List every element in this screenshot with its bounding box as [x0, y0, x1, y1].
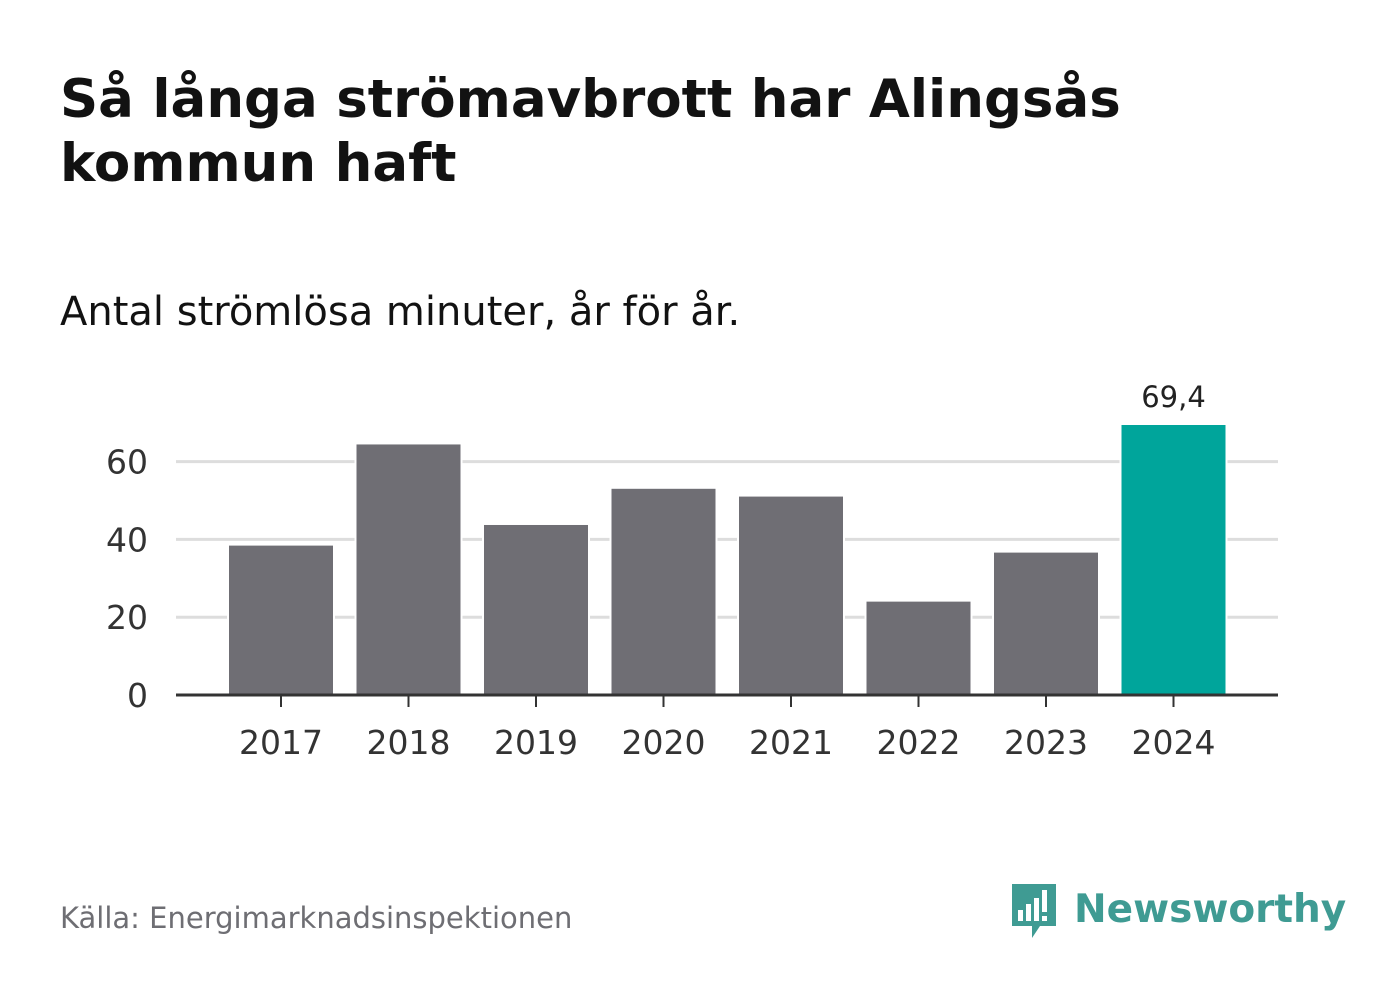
bar-2017 [227, 543, 335, 697]
chart-subtitle: Antal strömlösa minuter, år för år. [60, 289, 741, 335]
x-tick-label-2019: 2019 [494, 723, 578, 762]
x-tick-label-2020: 2020 [622, 723, 706, 762]
bar-2022 [864, 599, 973, 697]
bar-2019 [482, 522, 590, 697]
y-tick-label-60: 60 [106, 443, 148, 482]
x-tick-label-2024: 2024 [1132, 723, 1216, 762]
chart-title: Så långa strömavbrott har Alingsås kommu… [60, 69, 1121, 194]
newsworthy-logo: Newsworthy [1008, 876, 1346, 944]
bar-2023 [992, 550, 1100, 698]
newsworthy-icon [1012, 884, 1056, 938]
x-tick-label-2017: 2017 [239, 723, 323, 762]
x-tick-label-2018: 2018 [367, 723, 451, 762]
y-tick-label-20: 20 [106, 598, 148, 637]
bar-2020 [609, 486, 718, 698]
x-tick-label-2023: 2023 [1004, 723, 1088, 762]
bar-2024 [1119, 423, 1228, 697]
x-tick-label-2021: 2021 [749, 723, 833, 762]
x-tick-label-2022: 2022 [877, 723, 961, 762]
y-tick-label-40: 40 [106, 520, 148, 559]
source-note: Källa: Energimarknadsinspektionen [60, 901, 573, 935]
y-tick-label-0: 0 [127, 676, 148, 715]
data-label-2024: 69,4 [1141, 380, 1206, 414]
bar-2021 [737, 494, 845, 697]
brand-name: Newsworthy [1074, 887, 1347, 932]
bar-2018 [354, 442, 463, 697]
